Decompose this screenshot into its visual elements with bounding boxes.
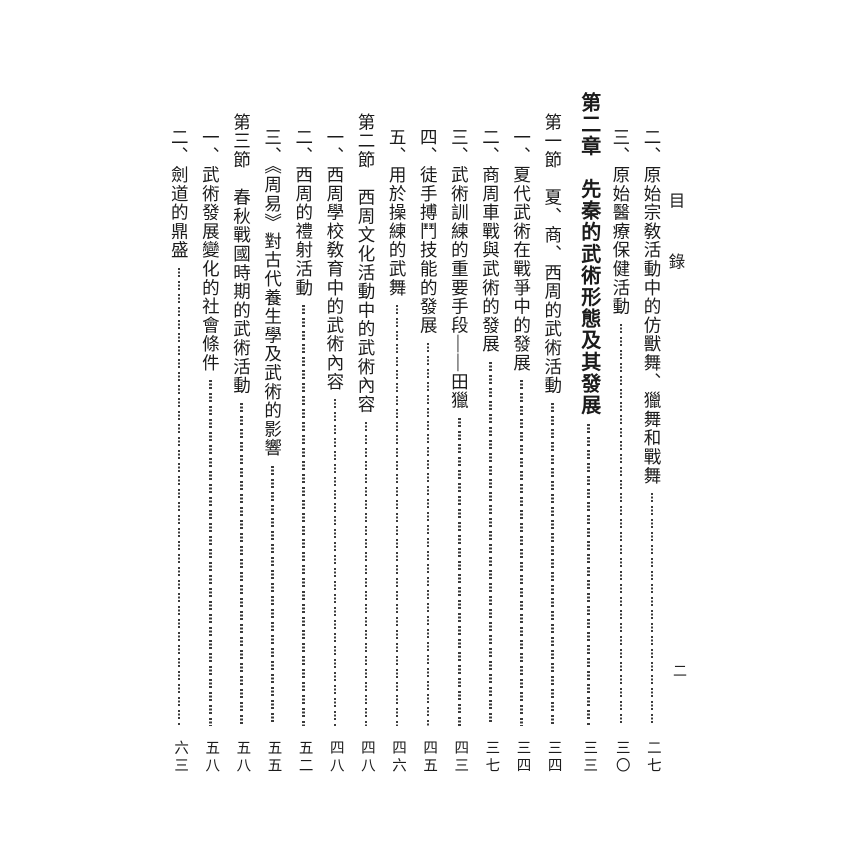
toc-entry: 二、原始宗敎活動中的仿獸舞、獵舞和戰舞 二七	[642, 92, 662, 780]
toc-entry: 二、商周車戰與武術的發展 三七	[480, 92, 501, 780]
entry-title: 第三節 春秋戰國時期的武術活動	[231, 113, 252, 395]
entry-title: 二、西周的禮射活動	[293, 128, 314, 298]
dot-leader	[302, 305, 305, 726]
dot-leader	[177, 267, 181, 726]
entry-title: 二、商周車戰與武術的發展	[480, 128, 501, 354]
entry-title: 一、西周學校敎育中的武術內容	[324, 128, 345, 392]
dot-leader	[395, 305, 399, 726]
entry-title: 三、武術訓練的重要手段——田獵	[449, 128, 470, 410]
toc-entry-section: 第二節 西周文化活動中的武術內容 四八	[356, 92, 376, 780]
entry-page-number: 三三	[581, 740, 598, 775]
entry-title: 第二章 先秦的武術形態及其發展	[577, 92, 600, 416]
dot-leader	[489, 361, 492, 726]
toc-entry: 三、武術訓練的重要手段——田獵 四三	[449, 92, 469, 780]
dot-leader	[650, 493, 654, 726]
entry-title: 五、用於操練的武舞	[387, 128, 408, 298]
toc-entry-chapter: 第二章 先秦的武術形態及其發展 三三	[577, 92, 600, 780]
entry-page-number: 五五	[265, 740, 282, 775]
dot-leader	[240, 403, 243, 726]
toc-entry: 二、西周的禮射活動 五二	[294, 92, 314, 780]
dot-leader	[619, 324, 623, 726]
entry-page-number: 五八	[203, 740, 220, 775]
entry-page-number: 四八	[327, 740, 344, 775]
toc-entry: 三、原始醫療保健活動 三〇	[611, 92, 631, 780]
toc-entry: 一、西周學校敎育中的武術內容 四八	[325, 92, 345, 780]
entry-page-number: 三四	[545, 740, 562, 775]
entry-title: 三、原始醫療保健活動	[610, 128, 631, 316]
toc-entry: 四、徒手搏鬥技能的發展 四五	[418, 92, 438, 780]
entry-page-number: 四六	[390, 740, 407, 775]
entry-page-number: 三七	[483, 740, 500, 775]
entry-title: 三、《周易》對古代養生學及武術的影響	[262, 128, 283, 458]
dot-leader	[333, 399, 337, 726]
toc-entry: 三、《周易》對古代養生學及武術的影響 五五	[263, 92, 283, 780]
entry-page-number: 三〇	[613, 740, 630, 775]
table-of-contents: 二、原始宗敎活動中的仿獸舞、獵舞和戰舞 二七 三、原始醫療保健活動 三〇 第二章…	[158, 92, 662, 780]
entry-page-number: 五二	[296, 740, 313, 775]
dot-leader	[520, 380, 523, 726]
entry-page-number: 四三	[452, 740, 469, 775]
entry-title: 一、夏代武術在戰爭中的發展	[511, 128, 532, 373]
entry-page-number: 六三	[172, 740, 189, 775]
toc-entry-section: 第三節 春秋戰國時期的武術活動 五八	[231, 92, 252, 780]
entry-page-number: 四八	[358, 740, 375, 775]
toc-entry: 一、武術發展變化的社會條件 五八	[200, 92, 220, 780]
dot-leader	[587, 424, 590, 726]
dot-leader	[426, 342, 430, 726]
entry-page-number: 四五	[421, 740, 438, 775]
entry-page-number: 五八	[234, 740, 251, 775]
running-head: 目 錄	[666, 192, 685, 284]
entry-title: 四、徒手搏鬥技能的發展	[418, 128, 439, 335]
dot-leader	[458, 418, 461, 726]
entry-title: 一、武術發展變化的社會條件	[200, 128, 221, 373]
entry-title: 第一節 夏、商、西周的武術活動	[542, 113, 563, 395]
entry-page-number: 三四	[514, 740, 531, 775]
dot-leader	[271, 465, 274, 726]
entry-page-number: 二七	[644, 740, 661, 775]
dot-leader	[364, 421, 368, 726]
entry-title: 二、原始宗敎活動中的仿獸舞、獵舞和戰舞	[642, 128, 662, 486]
toc-entry: 二、劍道的鼎盛 六三	[169, 92, 189, 780]
page-folio: 二	[673, 665, 687, 680]
entry-title: 第二節 西周文化活動中的武術內容	[356, 113, 376, 414]
toc-entry: 五、用於操練的武舞 四六	[387, 92, 407, 780]
dot-leader	[209, 380, 212, 726]
entry-title: 二、劍道的鼎盛	[169, 128, 190, 260]
dot-leader	[551, 403, 554, 726]
toc-entry: 一、夏代武術在戰爭中的發展 三四	[512, 92, 532, 780]
toc-entry-section: 第一節 夏、商、西周的武術活動 三四	[543, 92, 563, 780]
